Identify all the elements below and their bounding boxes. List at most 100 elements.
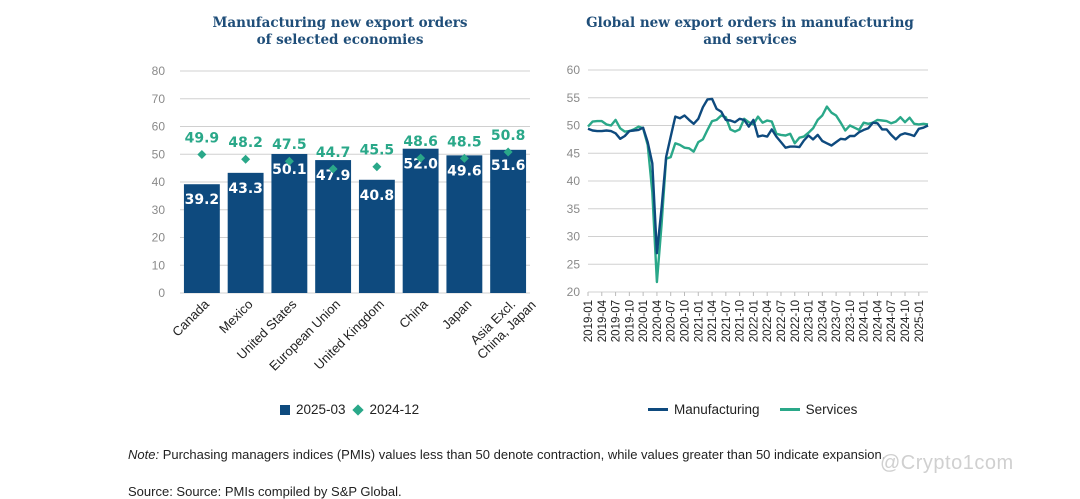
bar-value-label: 43.3 — [228, 181, 263, 197]
note-label: Note: — [128, 447, 160, 462]
y-tick-label: 30 — [567, 230, 581, 244]
x-category-label: Japan — [439, 297, 475, 333]
left-chart-title-line2: of selected economies — [256, 32, 424, 48]
diamond-value-label: 48.5 — [447, 134, 482, 150]
x-tick-label: 2021-07 — [721, 300, 733, 342]
x-tick-label: 2022-01 — [748, 300, 760, 342]
diamond-value-label: 50.8 — [491, 128, 526, 144]
bar-value-label: 47.9 — [316, 168, 351, 184]
x-category-label: China — [396, 296, 431, 331]
diamond-value-label: 44.7 — [316, 145, 351, 161]
bar-value-label: 52.0 — [403, 157, 438, 173]
legend-diamond-swatch — [351, 403, 364, 416]
diamond-marker — [241, 154, 251, 164]
legend-manufacturing-label: Manufacturing — [674, 402, 760, 417]
x-tick-label: 2022-10 — [790, 300, 802, 342]
manufacturing-line — [587, 97, 929, 255]
x-tick-label: 2021-04 — [707, 299, 719, 342]
y-tick-label: 55 — [567, 91, 581, 105]
y-tick-label: 25 — [567, 257, 581, 271]
y-tick-label: 50 — [152, 147, 166, 161]
x-tick-label: 2023-07 — [831, 300, 843, 342]
y-tick-label: 80 — [152, 64, 166, 78]
right-chart-title: Global new export orders in manufacturin… — [560, 15, 940, 49]
x-category-label-line: Mexico — [216, 297, 256, 337]
left-chart-title-line1: Manufacturing new export orders — [212, 15, 468, 31]
y-tick-label: 50 — [567, 119, 581, 133]
x-tick-label: 2024-07 — [886, 300, 898, 342]
x-category-label: Mexico — [216, 297, 256, 337]
source: Source: Source: PMIs compiled by S&P Glo… — [128, 484, 402, 499]
bar-value-label: 50.1 — [272, 162, 307, 178]
right-chart-title-line2: and services — [703, 32, 797, 48]
left-chart-title: Manufacturing new export orders of selec… — [150, 15, 530, 49]
diamond-value-label: 48.2 — [228, 135, 263, 151]
x-category-label-line: Japan — [439, 297, 475, 333]
bar — [271, 153, 308, 293]
x-tick-label: 2020-10 — [679, 300, 691, 342]
x-tick-label: 2024-04 — [872, 299, 884, 342]
y-tick-label: 40 — [567, 174, 581, 188]
x-tick-label: 2020-01 — [638, 300, 650, 342]
diamond-value-label: 45.5 — [360, 143, 395, 159]
x-tick-label: 2023-04 — [817, 299, 829, 342]
bar — [490, 149, 527, 293]
bar — [402, 148, 439, 293]
x-category-label-line: Canada — [169, 296, 212, 339]
diamond-marker — [197, 150, 207, 160]
diamond-value-label: 49.9 — [185, 131, 220, 147]
legend-bar-label: 2025-03 — [296, 402, 346, 417]
bar-value-label: 51.6 — [491, 158, 526, 174]
note: Note: Purchasing managers indices (PMIs)… — [128, 446, 918, 463]
y-tick-label: 45 — [567, 146, 581, 160]
x-tick-label: 2019-07 — [611, 300, 623, 342]
legend-bar-swatch — [280, 404, 290, 415]
diamond-value-label: 47.5 — [272, 137, 307, 153]
bar — [446, 155, 483, 293]
y-tick-label: 10 — [152, 258, 166, 272]
x-category-label: Canada — [169, 296, 212, 339]
x-tick-label: 2022-04 — [762, 299, 774, 342]
y-tick-label: 30 — [152, 203, 166, 217]
x-tick-label: 2020-04 — [652, 299, 664, 342]
line-chart-legend: Manufacturing Services — [648, 402, 857, 417]
watermark: @Crypto1com — [880, 452, 1014, 474]
bar-value-label: 49.6 — [447, 163, 482, 179]
diamond-marker — [284, 156, 294, 166]
bar-chart-legend: 2025-03 2024-12 — [280, 402, 419, 417]
diamond-marker — [459, 153, 469, 163]
bar — [315, 160, 352, 293]
x-tick-label: 2020-07 — [666, 300, 678, 342]
x-category-label: Asia Excl.China, Japan — [463, 287, 538, 362]
diamond-marker — [416, 153, 426, 163]
diamond-value-label: 48.6 — [403, 134, 438, 150]
y-tick-label: 40 — [152, 175, 166, 189]
bar-value-label: 40.8 — [360, 188, 395, 204]
legend-manufacturing-swatch — [648, 408, 668, 411]
x-category-label-line: China — [396, 296, 431, 331]
y-tick-label: 35 — [567, 202, 581, 216]
legend-services-label: Services — [805, 402, 858, 417]
x-tick-label: 2021-10 — [735, 300, 747, 342]
x-tick-label: 2022-07 — [776, 300, 788, 342]
y-tick-label: 60 — [567, 63, 581, 77]
note-text: Purchasing managers indices (PMIs) value… — [159, 447, 886, 462]
diamond-marker — [503, 147, 513, 157]
y-tick-label: 0 — [158, 286, 165, 300]
diamond-marker — [328, 164, 338, 174]
x-tick-label: 2024-10 — [900, 300, 912, 342]
bar — [227, 172, 264, 293]
diamond-marker — [372, 162, 382, 172]
x-tick-label: 2024-01 — [859, 300, 871, 342]
x-tick-label: 2019-04 — [597, 299, 609, 342]
x-tick-label: 2019-01 — [583, 300, 595, 342]
right-chart-title-line1: Global new export orders in manufacturin… — [586, 15, 914, 31]
x-tick-label: 2019-10 — [624, 300, 636, 342]
bar-value-label: 39.2 — [185, 192, 220, 208]
x-tick-label: 2025-01 — [914, 300, 926, 342]
y-tick-label: 70 — [152, 92, 166, 106]
y-tick-label: 20 — [567, 285, 581, 299]
y-tick-label: 20 — [152, 231, 166, 245]
y-tick-label: 60 — [152, 120, 166, 134]
